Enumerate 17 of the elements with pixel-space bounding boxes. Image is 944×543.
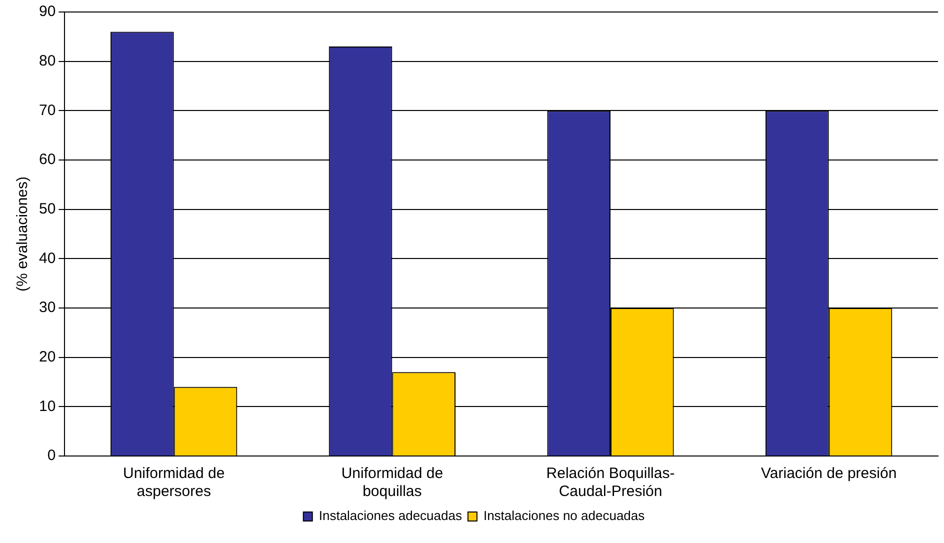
y-tick-label: 50 (38, 200, 56, 218)
y-tick-label: 40 (38, 250, 56, 267)
legend-label: Instalaciones adecuadas (318, 508, 462, 524)
x-tick-label: Uniformidad de aspersores (122, 465, 225, 500)
x-tick-label: Uniformidad de boquillas (341, 465, 444, 500)
y-tick-label: 20 (38, 348, 56, 366)
x-tick-label: Relación Boquillas-Caudal-Presión (546, 465, 675, 500)
y-axis-title: (% evaluaciones) (14, 176, 32, 292)
y-tick-label: 70 (38, 102, 56, 119)
y-tick-label: 10 (38, 398, 56, 415)
y-tick-label: 80 (38, 52, 56, 70)
y-tick-label: 90 (38, 3, 56, 20)
legend-label: Instalaciones no adecuadas (483, 508, 646, 524)
y-tick-label: 0 (47, 447, 56, 464)
x-tick-label: Variación de presión (761, 465, 897, 482)
y-tick-label: 30 (38, 299, 56, 316)
y-tick-label: 60 (38, 151, 56, 168)
